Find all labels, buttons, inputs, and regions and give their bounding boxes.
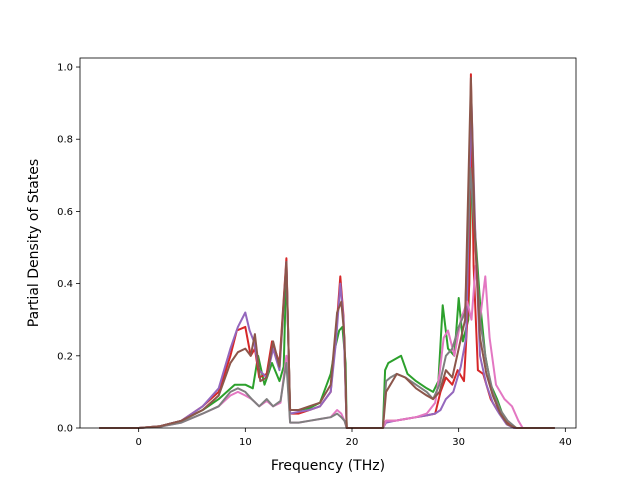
y-tick-label: 0.0	[57, 424, 73, 435]
x-tick-label: 0	[135, 437, 141, 448]
x-axis-label: Frequency (THz)	[271, 458, 385, 474]
y-tick-label: 0.4	[57, 279, 73, 290]
plot-area-background	[80, 58, 576, 428]
y-tick-label: 0.2	[57, 351, 73, 362]
x-tick-label: 20	[346, 437, 359, 448]
y-axis-label: Partial Density of States	[26, 159, 42, 327]
x-tick-label: 30	[452, 437, 465, 448]
y-tick-label: 0.8	[57, 135, 73, 146]
x-tick-label: 40	[559, 437, 572, 448]
y-tick-label: 0.6	[57, 207, 73, 218]
x-tick-label: 10	[239, 437, 252, 448]
y-tick-label: 1.0	[57, 63, 73, 74]
